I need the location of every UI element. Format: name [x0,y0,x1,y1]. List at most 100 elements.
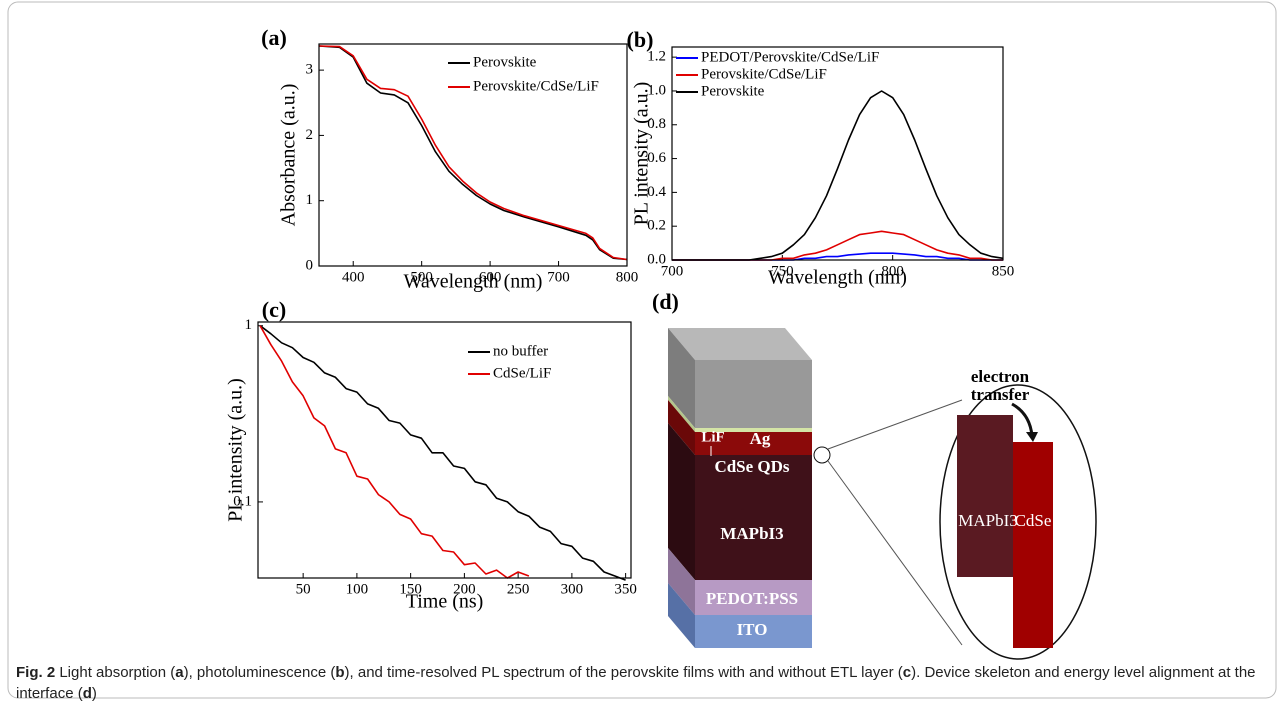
x-tick-label: 400 [342,269,365,285]
layer-pedot [695,580,812,615]
y-tick-label: 0.6 [647,150,666,166]
x-tick-label: 800 [881,263,904,279]
caption-text: ) [91,685,97,702]
zoom-spot [813,446,831,464]
figure-border [7,1,1277,699]
layer-ag [695,360,812,428]
arrow-label: transfer [971,385,1030,404]
y-tick-label: 3 [306,62,314,78]
layer-label: Ag [750,429,771,448]
y-tick-label: 0 [306,257,314,273]
zoom-line [827,399,963,450]
y-tick-label: 0.8 [647,116,666,132]
panel-label: (a) [261,25,287,50]
layer-label: MAPbI3 [720,524,783,543]
x-tick-label: 200 [453,581,476,597]
legend-label: no buffer [493,343,548,359]
x-tick-label: 850 [992,263,1015,279]
x-tick-label: 700 [547,269,570,285]
layer-lif [695,428,812,432]
chart: (c) PL intensity (a.u.) Time (ns) 50 100 150 2… [225,297,637,613]
zoom-ellipse [939,384,1097,660]
chart: (a) Absorbance (a.u.) Wavelength (nm) 400 50… [261,25,638,293]
series-line [318,45,628,261]
block-label: CdSe [1015,511,1052,530]
caption-text: ), photoluminescence ( [183,664,336,681]
caption-text: c [902,664,912,681]
series-line [672,230,1003,261]
layer-mapbi3 [695,455,812,580]
y-tick-label: 1 [306,192,314,208]
x-axis-label: Wavelength (nm) [768,267,907,289]
caption-label: Fig. 2 [16,664,56,681]
side-ag [668,328,695,428]
series-line [672,90,1004,261]
layer-label: CdSe QDs [714,457,789,476]
x-tick-label: 700 [661,263,684,279]
side-pedot [668,548,695,615]
caption-text: ), and time-resolved PL spectrum of the … [344,664,903,681]
y-axis-label: PL intensity (a.u.) [631,82,653,226]
caption-text: a [175,664,184,681]
y-axis-label: PL intensity (a.u.) [225,378,247,522]
series-line [318,45,628,261]
series-line [259,325,626,581]
side-lif [668,396,695,432]
cdse-level [1013,442,1053,648]
y-tick-label: 0.1 [233,493,252,509]
x-tick-label: 150 [399,581,422,597]
x-tick-label: 300 [561,581,584,597]
side-mapbi3 [668,423,695,580]
x-tick-label: 250 [507,581,530,597]
caption-text: b [335,664,345,681]
y-tick-label: 1 [245,317,253,333]
x-tick-label: 350 [614,581,637,597]
x-tick-label: 600 [479,269,502,285]
chart: (b) PL intensity (a.u.) Wavelength (nm) 700… [627,27,1015,289]
panel-label: (d) [652,289,679,314]
caption: Fig. 2 Light absorption (a), photolumine… [16,662,1266,704]
arrow-head [1026,432,1038,442]
y-tick-label: 1.2 [647,49,666,65]
y-tick-label: 0.0 [647,251,666,267]
series-line [259,325,530,579]
x-tick-label: 750 [771,263,794,279]
layer-label: PEDOT:PSS [706,589,798,608]
legend-label: Perovskite/CdSe/LiF [473,78,599,94]
plot-frame [318,43,628,267]
zoom-line [827,460,963,646]
mapbi3-level [957,415,1013,577]
layer-ito [695,615,812,648]
legend-label: Perovskite [701,83,765,99]
side-cdse [668,400,695,455]
legend-label: Perovskite [473,54,537,70]
caption-text: d [82,685,92,702]
layer-cdse [695,432,812,455]
arrow-label: electron [971,367,1030,386]
x-tick-label: 800 [616,269,639,285]
legend-label: Perovskite/CdSe/LiF [701,66,827,82]
plot-frame [257,321,632,579]
caption-text: Light absorption ( [55,664,176,681]
plot-frame [671,46,1004,261]
legend-label: CdSe/LiF [493,365,551,381]
panel-label: (b) [627,27,654,52]
x-tick-label: 500 [410,269,433,285]
transfer-arrow [1011,402,1034,437]
x-tick-label: 100 [346,581,369,597]
block-label: MAPbI3 [958,511,1018,530]
caption-text: ). Device skeleton and energy level alig… [16,664,1256,702]
legend-label: PEDOT/Perovskite/CdSe/LiF [701,49,879,65]
panel-label: (c) [262,297,286,322]
device-diagram: (d) LiF Ag CdSe QDs MAPbI3 PEDOT:PSS ITO… [652,289,1097,660]
top-face [668,328,812,360]
y-tick-label: 1.0 [647,82,666,98]
side-ito [668,583,695,648]
x-axis-label: Wavelength (nm) [404,271,543,293]
x-axis-label: Time (ns) [406,591,484,613]
y-tick-label: 0.4 [647,184,666,200]
y-tick-label: 0.2 [647,218,666,234]
y-axis-label: Absorbance (a.u.) [278,84,300,227]
